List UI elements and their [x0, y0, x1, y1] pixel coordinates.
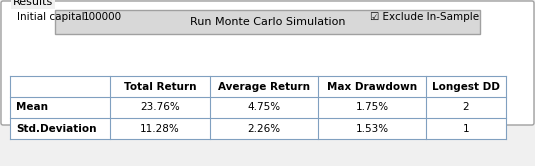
Text: Max Drawdown: Max Drawdown [327, 82, 417, 91]
Bar [10, 76, 506, 139]
Text: Results: Results [13, 0, 54, 7]
Text: 11.28%: 11.28% [140, 124, 180, 133]
Text: 23.76%: 23.76% [140, 102, 180, 113]
FancyBboxPatch shape [1, 1, 534, 125]
Text: 1: 1 [463, 124, 469, 133]
Text: 4.75%: 4.75% [247, 102, 280, 113]
Text: 100000: 100000 [83, 12, 122, 22]
Text: ☑ Exclude In-Sample: ☑ Exclude In-Sample [370, 12, 479, 22]
Text: 2: 2 [463, 102, 469, 113]
Text: Initial capital:: Initial capital: [17, 12, 88, 22]
Text: Longest DD: Longest DD [432, 82, 500, 91]
Text: Run Monte Carlo Simulation: Run Monte Carlo Simulation [190, 17, 345, 27]
Text: 1.75%: 1.75% [355, 102, 388, 113]
Text: Mean: Mean [16, 102, 48, 113]
Text: Average Return: Average Return [218, 82, 310, 91]
Text: 1.53%: 1.53% [355, 124, 388, 133]
FancyBboxPatch shape [55, 10, 480, 34]
Text: Total Return: Total Return [124, 82, 196, 91]
Text: 2.26%: 2.26% [247, 124, 280, 133]
Text: Std.Deviation: Std.Deviation [16, 124, 96, 133]
Bar [56, 11, 481, 35]
